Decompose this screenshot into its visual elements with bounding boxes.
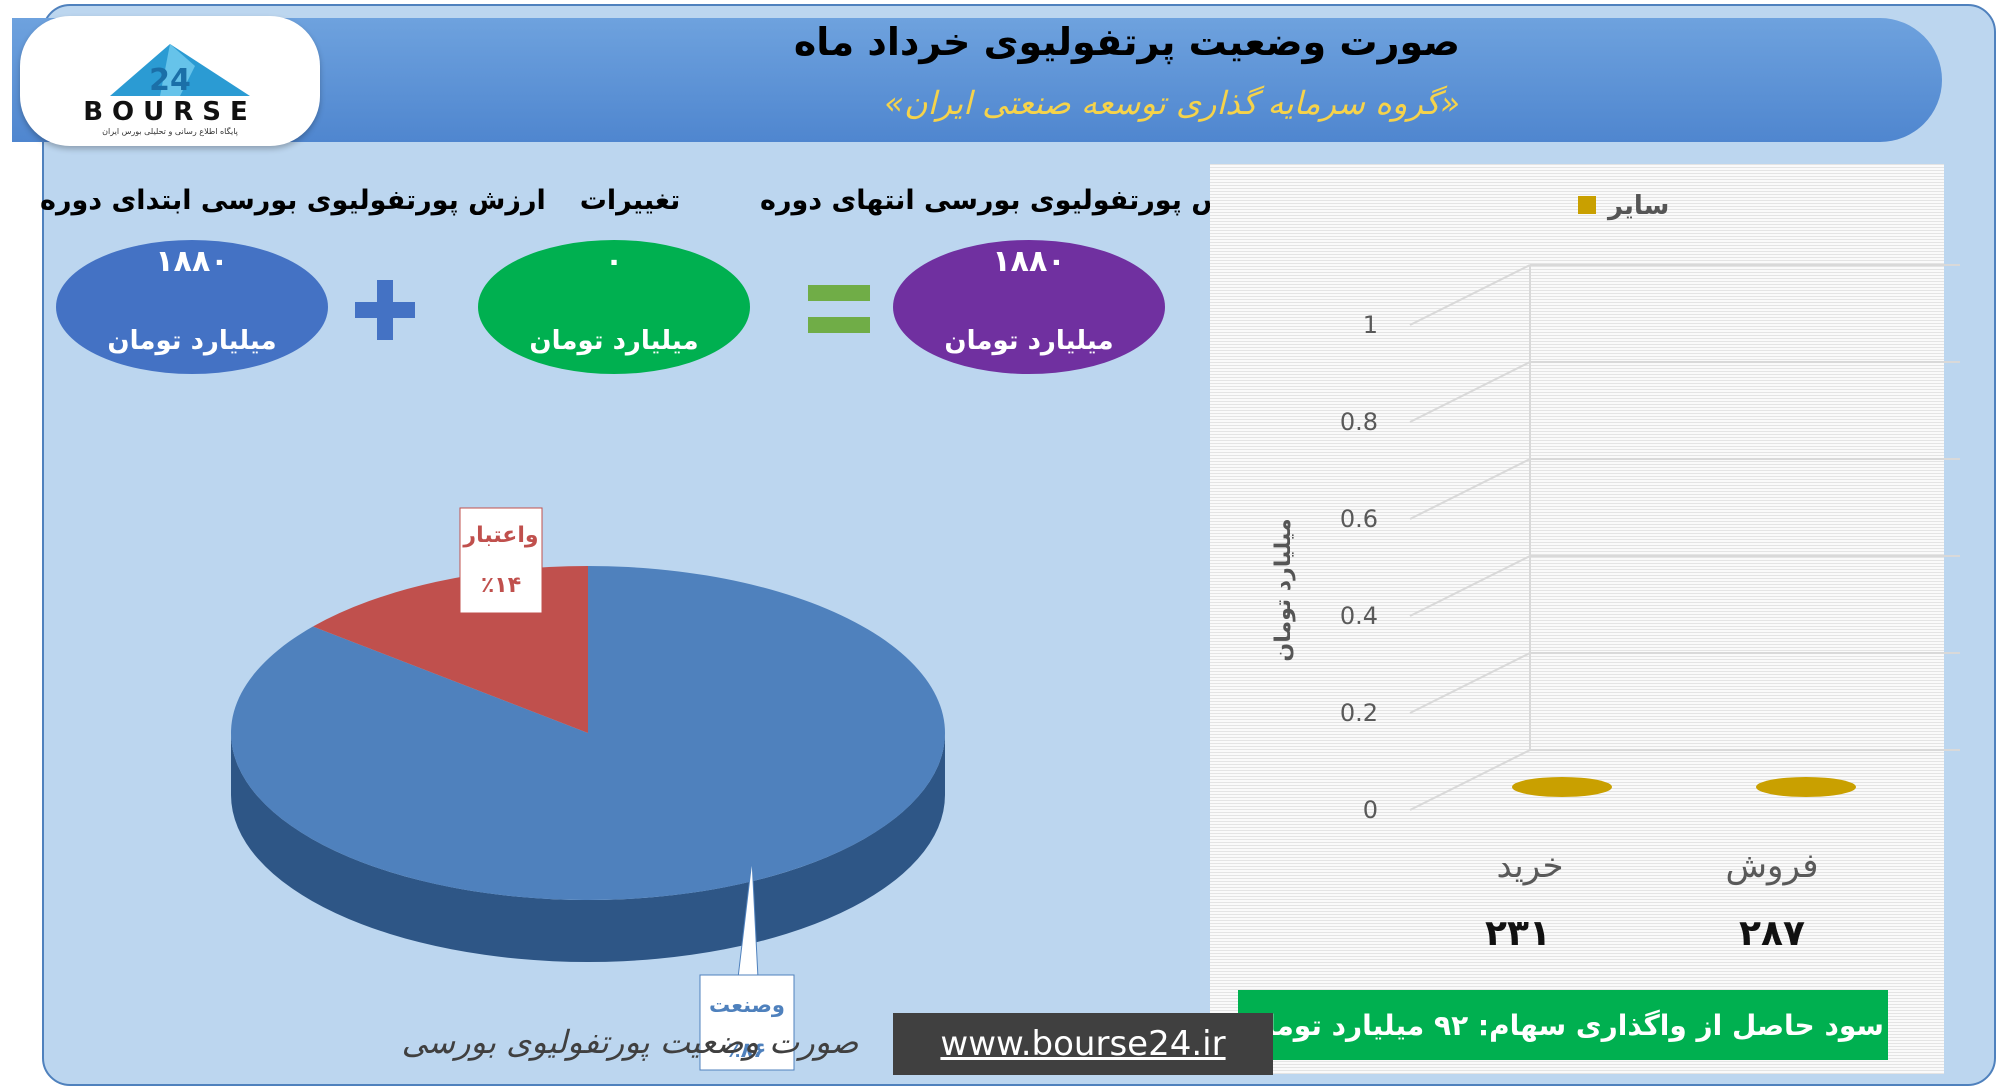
pie-label-credit-value: ٪۱۴ [481, 573, 521, 598]
site-logo[interactable]: 24 BOURSE پایگاه اطلاع رسانی و تحلیلی بو… [20, 16, 320, 146]
change-ellipse: ۰ میلیارد تومان [478, 240, 750, 374]
gridline-side [1409, 361, 1531, 423]
y-axis-ticks: 0 0.2 0.4 0.6 0.8 1 [1340, 311, 1378, 824]
header-band [12, 18, 1942, 142]
pie-label-credit-name: واعتبار [462, 523, 538, 548]
category-buy: خرید [1496, 846, 1563, 886]
pie-label-credit: واعتبار ٪۱۴ [459, 507, 543, 614]
sell-amount: ۲۸۷ [1739, 913, 1805, 954]
chart-gridlines [1409, 264, 1960, 811]
buy-amount: ۲۳۱ [1485, 913, 1551, 954]
change-unit: میلیارد تومان [529, 326, 699, 356]
legend-swatch [1578, 196, 1596, 214]
y-tick-label: 0 [1363, 796, 1378, 824]
profit-summary: سود حاصل از واگذاری سهام: ۹۲ میلیارد توم… [1238, 990, 1888, 1060]
bar-series [1512, 777, 1856, 797]
end-value: ۱۸۸۰ [992, 244, 1066, 279]
pie-label-industry-value: ٪۸۶ [728, 1038, 766, 1062]
pie-chart-title: صورت وضعیت پورتفولیوی بورسی [402, 1023, 860, 1061]
y-tick-label: 0.4 [1340, 602, 1378, 630]
y-tick-label: 0.2 [1340, 699, 1378, 727]
end-unit: میلیارد تومان [944, 326, 1114, 356]
category-sell: فروش [1726, 846, 1819, 886]
end-value-ellipse: ۱۸۸۰ میلیارد تومان [893, 240, 1165, 374]
start-value-label: ارزش پورتفولیوی بورسی ابتدای دوره [40, 185, 546, 216]
bar-buy [1512, 777, 1612, 797]
y-tick-label: 1 [1363, 311, 1378, 339]
pie-label-industry: وصنعت ٪۸۶ [699, 974, 795, 1071]
bar-sell [1756, 777, 1856, 797]
logo-tagline: پایگاه اطلاع رسانی و تحلیلی بورس ایران [102, 126, 238, 136]
y-axis-label: میلیارد تومان [1271, 518, 1296, 661]
y-tick-label: 0.6 [1340, 505, 1378, 533]
equals-icon [808, 285, 870, 333]
gridline-side [1409, 264, 1531, 326]
pie-side [231, 733, 945, 962]
end-value-label: ارزش پورتفولیوی بورسی انتهای دوره [760, 185, 1269, 216]
page-subtitle: «گروه سرمایه گذاری توسعه صنعتی ایران» [884, 84, 1460, 122]
gridline-side [1409, 652, 1531, 714]
portfolio-pie-chart: واعتبار ٪۱۴ وصنعت ٪۸۶ صورت وضعیت پورتفول… [230, 507, 946, 1071]
change-value: ۰ [604, 244, 624, 279]
gridline-side [1409, 555, 1531, 617]
start-value-ellipse: ۱۸۸۰ میلیارد تومان [56, 240, 328, 374]
change-label: تغییرات [579, 185, 681, 216]
transactions-panel [1210, 164, 1944, 1074]
gridline-side [1409, 749, 1531, 811]
y-tick-label: 0.8 [1340, 408, 1378, 436]
start-value: ۱۸۸۰ [155, 244, 229, 279]
gridline-side [1409, 458, 1531, 520]
logo-text: BOURSE [83, 97, 257, 127]
svg-text:24: 24 [149, 63, 191, 98]
page-title: صورت وضعیت پرتفولیوی خرداد ماه [793, 20, 1460, 64]
start-unit: میلیارد تومان [107, 326, 277, 356]
plus-icon [355, 280, 415, 340]
legend-label: سایر [1606, 191, 1669, 221]
website-link[interactable]: www.bourse24.ir [893, 1013, 1273, 1075]
pie-label-industry-name: وصنعت [709, 993, 785, 1017]
